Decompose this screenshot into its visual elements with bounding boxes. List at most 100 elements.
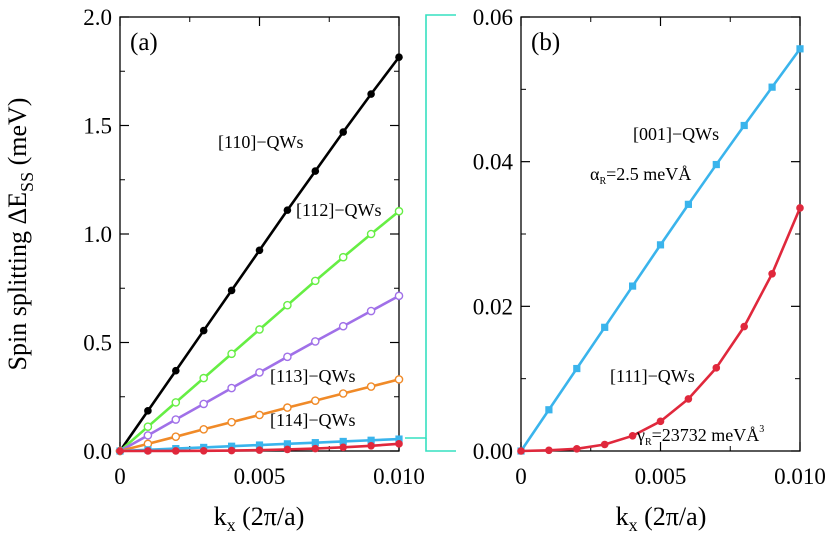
panel-a-series-110-qws-point <box>367 90 375 98</box>
panel-b-annotation: [111]−QWs <box>610 366 695 386</box>
panel-a-series-114-qws-point <box>255 410 264 420</box>
y-axis-label-main: Spin splitting ΔE <box>3 192 32 371</box>
panel-b-annotation-rest: =23732 meVÅ <box>652 425 760 445</box>
panel-a-series-110-qws-point <box>395 53 403 61</box>
panel-a-series-110-qws-point <box>144 407 152 415</box>
panel-a: 0.0 0.5 1.0 1.5 2.0 0 0.005 0.010 (a) [110]−QWs [1… <box>83 5 425 489</box>
zoom-connector-lower <box>425 438 456 452</box>
panel-a-series-110-qws-point <box>227 286 236 295</box>
panel-a-annotation-text: [110]−QWs <box>218 132 303 152</box>
panel-a-series-001-qws-point <box>228 442 236 450</box>
panel-b-ytick-label: 0.04 <box>473 150 514 175</box>
panel-b-annotation: [001]−QWs <box>633 124 719 144</box>
panel-a-series-113-qws-point <box>199 399 208 409</box>
panel-b-annotation-text: [111]−QWs <box>610 366 695 386</box>
panel-a-annotation: [110]−QWs <box>218 132 303 152</box>
panel-b-series-111-qws-point <box>600 440 609 449</box>
panel-a-series-112-qws-point <box>143 422 153 431</box>
panel-b-annotation-sub: R <box>645 437 652 448</box>
panel-a-series-112-qws-point <box>338 252 348 262</box>
panel-a-series-110-qws-point <box>311 167 320 175</box>
panel-b-series-001-qws-point <box>712 160 720 169</box>
panel-a-annotation: [112]−QWs <box>296 200 381 220</box>
panel-a-series-113-qws-point <box>227 383 236 393</box>
x-axis-label-b-sub: x <box>629 515 638 535</box>
panel-b-ytick-label: 0.00 <box>473 439 513 464</box>
zoom-connector-upper <box>405 14 456 439</box>
panel-b-series-001-qws-point <box>545 406 553 414</box>
panel-a-ytick-label: 2.0 <box>83 5 112 30</box>
panel-b-annotation-sup: 3 <box>759 424 764 435</box>
panel-b-series-111-qws-point <box>656 417 665 426</box>
panel-a-xtick-label: 0.005 <box>234 464 286 489</box>
panel-a-series-112-qws-point <box>394 206 404 216</box>
x-axis-label-a-sub: x <box>227 515 236 535</box>
panel-a-annotation-text: [114]−QWs <box>270 410 355 430</box>
panel-b-annotation-text: α <box>590 164 600 184</box>
panel-b-annotation: αR=2.5 meVÅ <box>590 164 691 187</box>
panel-b-series-111-qws <box>517 204 804 455</box>
panel-a-frame <box>119 16 400 452</box>
panel-a-annotation: [113]−QWs <box>270 366 355 386</box>
panel-b-annotation-text: [001]−QWs <box>633 124 719 144</box>
panel-a-series-112-qws-point <box>227 349 236 359</box>
x-axis-label-b-unit: (2π/a) <box>638 502 707 531</box>
panel-b-series-111-qws-point <box>573 445 581 453</box>
panel-a-series-114-qws-point <box>283 403 292 412</box>
y-axis-label: Spin splitting ΔESS (meV) <box>3 98 37 371</box>
panel-a-series-112-qws-point <box>255 325 264 334</box>
panel-a-series-111-qws-point <box>144 447 152 455</box>
panel-a-annotation-text: [112]−QWs <box>296 200 381 220</box>
panel-a-series-111-qws-point <box>311 444 320 453</box>
panel-b-series-001-qws-point <box>656 241 665 249</box>
panel-b-series-111-qws-point <box>796 204 804 212</box>
panel-a-series-111-qws-point <box>172 447 180 455</box>
panel-a-series-112-qws-point <box>366 229 376 239</box>
panel-a-label: (a) <box>130 29 158 56</box>
panel-b-xtick-label: 0 <box>515 464 527 489</box>
panel-a-xtick-label: 0.010 <box>373 464 425 489</box>
panel-b-series-001-qws-point <box>629 282 637 290</box>
panel-a-series-114-qws-point <box>366 382 376 391</box>
panel-a-series-111-qws-point <box>283 445 292 454</box>
panel-a-series-113-qws <box>115 291 404 456</box>
panel-a-annotation-text: [113]−QWs <box>270 366 355 386</box>
zoom-connector <box>405 14 456 452</box>
panel-a-series-110-qws-point <box>172 366 180 375</box>
panel-a-series-111-qws-point <box>339 443 348 452</box>
panel-a-series-114-qws-point <box>394 375 404 384</box>
panel-a-series-113-qws-point <box>310 337 320 346</box>
panel-b-series-111-qws-point <box>740 322 748 331</box>
y-axis-label-sub: SS <box>17 172 37 192</box>
panel-a-series-111-qws <box>116 440 403 455</box>
panel-b-series-111-qws-point <box>517 447 525 455</box>
panel-a-ytick-label: 1.0 <box>83 222 112 247</box>
panel-b-series-001-qws-line <box>519 48 802 452</box>
panel-b-series-111-qws-point <box>768 269 776 278</box>
panel-b-series-111-qws-point <box>545 446 553 455</box>
panel-a-series-112-qws-point <box>171 398 181 407</box>
panel-a-series-112-qws <box>115 206 404 456</box>
x-axis-label-a-unit: (2π/a) <box>236 502 305 531</box>
x-axis-label-a: kx (2π/a) <box>214 502 305 535</box>
panel-a-series-113-qws-point <box>394 291 404 301</box>
panel-a-series-111-qws-point <box>116 447 124 455</box>
x-axis-label-a-main: k <box>214 502 227 531</box>
panel-a-series-110-qws-line <box>118 56 401 452</box>
panel-b-ytick-label: 0.02 <box>473 294 513 319</box>
panel-a-series-112-qws-point <box>310 276 320 286</box>
panel-a-series-001-qws-point <box>339 437 347 446</box>
panel-a-series-001-qws-point <box>395 435 403 443</box>
panel-a-series-001-qws-point <box>255 441 264 449</box>
y-axis-label-unit: (meV) <box>3 98 32 172</box>
panel-b-ytick-label: 0.06 <box>473 5 513 30</box>
panel-a-series-113-qws-point <box>338 321 348 331</box>
panel-b-series-001-qws-point <box>768 83 776 91</box>
panel-a-series-113-qws-point <box>143 431 153 440</box>
panel-a-series-111-qws-point <box>199 447 208 455</box>
panel-a-series-001-qws-point <box>283 440 291 448</box>
panel-b-series-111-qws-point <box>684 395 693 403</box>
panel-a-series-114-qws-point <box>338 389 348 398</box>
panel-a-series-114-qws-point <box>227 417 236 427</box>
